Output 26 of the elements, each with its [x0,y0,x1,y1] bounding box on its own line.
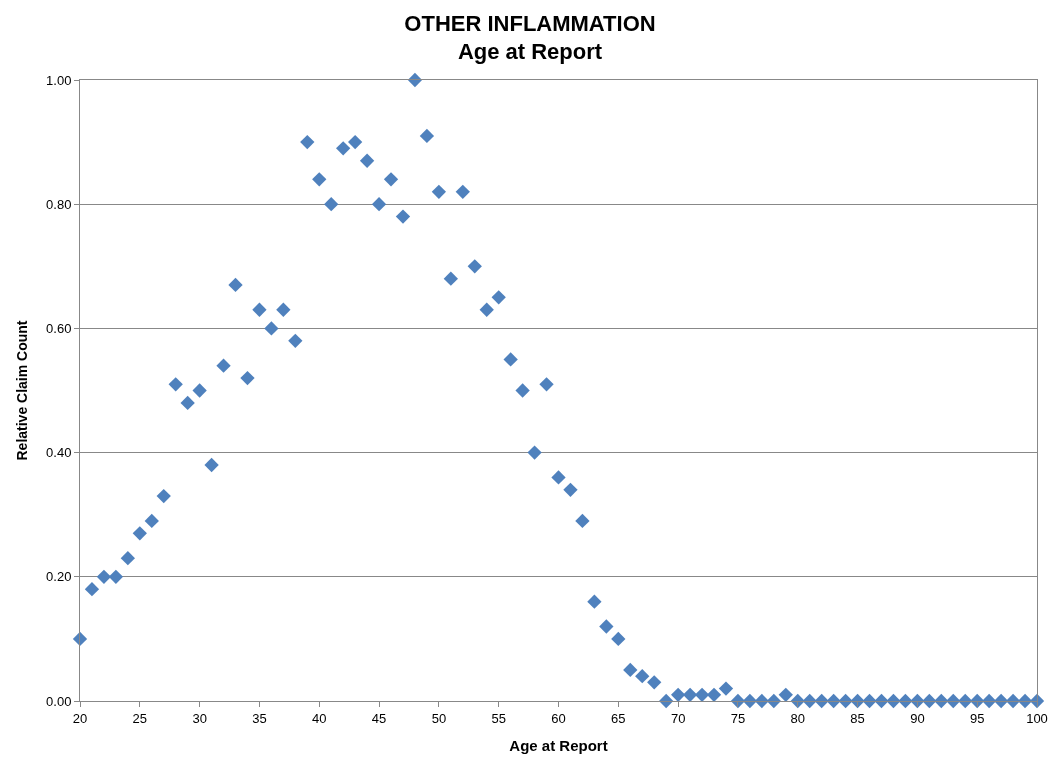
y-tick-label: 0.40 [46,445,72,461]
x-tick-label: 85 [850,710,865,726]
x-tick-label: 90 [910,710,925,726]
chart-title: OTHER INFLAMMATION Age at Report [404,10,656,65]
x-axis-title: Age at Report [509,736,608,754]
x-tick-label: 50 [431,710,447,726]
y-tick-label: 0.80 [46,196,72,212]
y-tick-label: 0.60 [46,320,72,336]
x-tick-label: 55 [491,710,506,726]
x-tick-label: 35 [252,710,267,726]
x-tick-label: 100 [1026,710,1048,726]
x-tick-label: 70 [670,710,686,726]
x-tick-label: 60 [551,710,566,726]
y-tick-label: 0.20 [46,569,72,585]
x-tick-label: 40 [312,710,327,726]
x-tick-label: 30 [192,710,207,726]
y-tick-label: 1.00 [46,72,72,88]
y-axis-title: Relative Claim Count [13,320,30,461]
x-tick-label: 65 [611,710,626,726]
x-tick-label: 95 [969,710,985,726]
x-tick-label: 20 [72,710,88,726]
x-tick-label: 80 [790,710,805,726]
x-tick-label: 45 [371,710,387,726]
x-tick-label: 25 [132,710,148,726]
x-tick-label: 75 [730,710,746,726]
y-tick-label: 0.00 [46,693,72,709]
